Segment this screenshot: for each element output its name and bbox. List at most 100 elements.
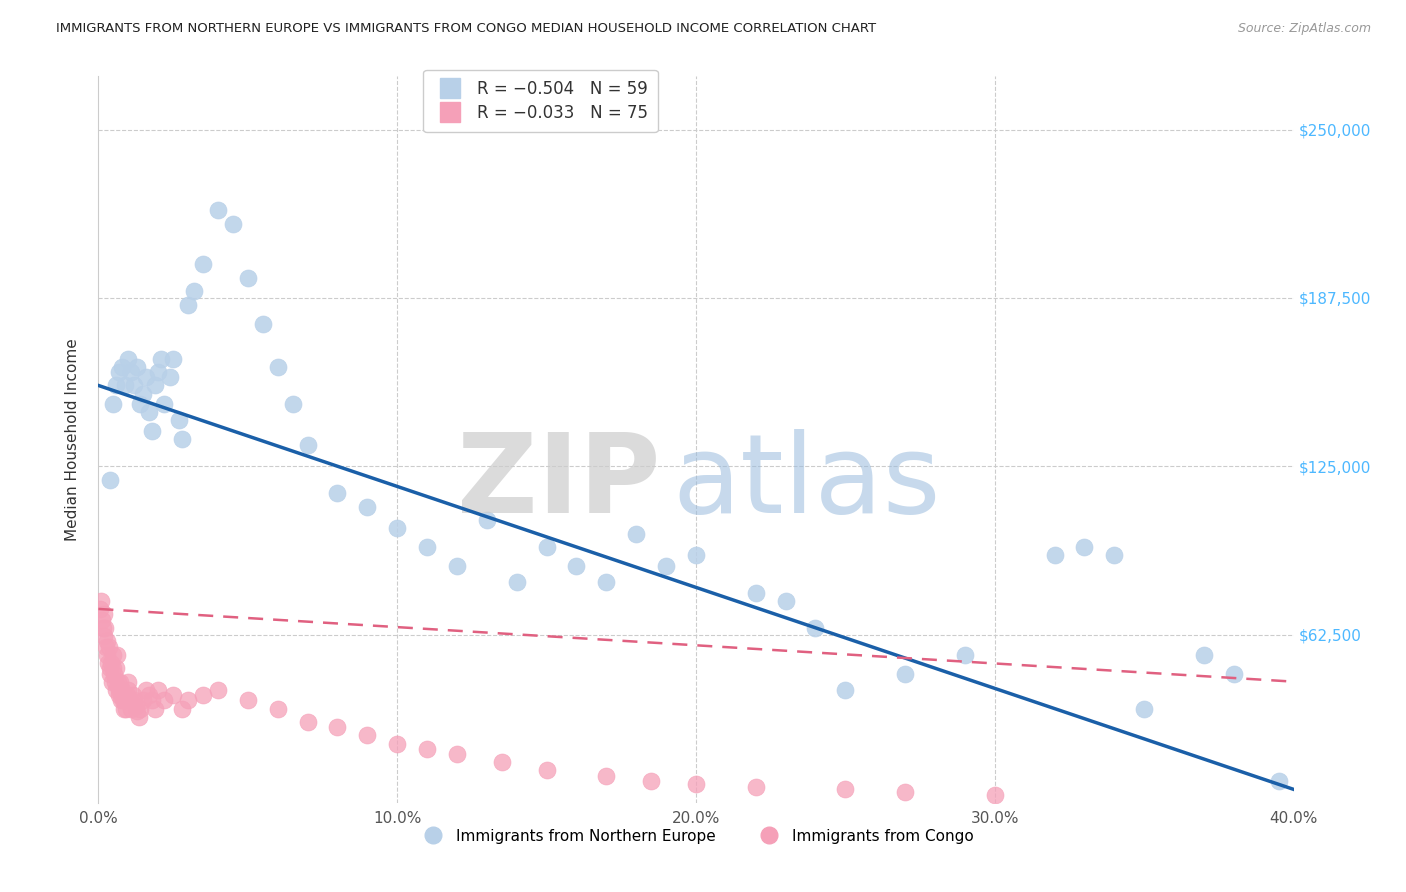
Point — [475, 513, 498, 527]
Point — [685, 548, 707, 562]
Point — [267, 359, 290, 374]
Point — [834, 682, 856, 697]
Point — [834, 782, 856, 797]
Point — [416, 540, 439, 554]
Point — [153, 693, 176, 707]
Point — [107, 674, 129, 689]
Point — [101, 674, 124, 689]
Point — [111, 359, 134, 374]
Point — [117, 674, 139, 689]
Text: IMMIGRANTS FROM NORTHERN EUROPE VS IMMIGRANTS FROM CONGO MEDIAN HOUSEHOLD INCOME: IMMIGRANTS FROM NORTHERN EUROPE VS IMMIG… — [56, 22, 876, 36]
Point — [132, 386, 155, 401]
Point — [117, 351, 139, 366]
Point — [135, 370, 157, 384]
Point — [162, 688, 184, 702]
Point — [141, 693, 163, 707]
Text: atlas: atlas — [672, 429, 941, 536]
Text: Source: ZipAtlas.com: Source: ZipAtlas.com — [1237, 22, 1371, 36]
Point — [326, 486, 349, 500]
Point — [108, 365, 131, 379]
Point — [953, 648, 976, 662]
Point — [1133, 701, 1156, 715]
Point — [446, 558, 468, 573]
Point — [96, 648, 118, 662]
Point — [536, 764, 558, 778]
Point — [105, 378, 128, 392]
Point — [91, 613, 114, 627]
Point — [93, 629, 115, 643]
Point — [385, 521, 409, 535]
Point — [97, 656, 120, 670]
Point — [506, 574, 529, 589]
Point — [159, 370, 181, 384]
Point — [111, 682, 134, 697]
Point — [103, 648, 125, 662]
Point — [148, 365, 170, 379]
Point — [281, 397, 304, 411]
Point — [297, 438, 319, 452]
Point — [297, 714, 319, 729]
Point — [655, 558, 678, 573]
Point — [124, 378, 146, 392]
Point — [120, 701, 142, 715]
Point — [207, 682, 229, 697]
Point — [745, 586, 768, 600]
Point — [236, 270, 259, 285]
Point — [114, 693, 136, 707]
Point — [138, 405, 160, 419]
Point — [565, 558, 588, 573]
Point — [129, 701, 152, 715]
Point — [108, 688, 131, 702]
Point — [107, 682, 129, 697]
Point — [104, 682, 127, 697]
Point — [111, 688, 134, 702]
Point — [91, 621, 114, 635]
Point — [775, 594, 797, 608]
Point — [894, 666, 917, 681]
Point — [97, 640, 120, 654]
Point — [105, 661, 128, 675]
Point — [118, 693, 141, 707]
Point — [103, 666, 125, 681]
Point — [104, 674, 127, 689]
Point — [356, 729, 378, 743]
Point — [103, 397, 125, 411]
Point — [1192, 648, 1215, 662]
Point — [110, 693, 132, 707]
Point — [120, 365, 142, 379]
Point — [236, 693, 259, 707]
Point — [124, 693, 146, 707]
Point — [1073, 540, 1095, 554]
Point — [177, 298, 200, 312]
Point — [207, 203, 229, 218]
Point — [356, 500, 378, 514]
Point — [191, 257, 214, 271]
Point — [132, 693, 155, 707]
Point — [90, 594, 112, 608]
Point — [1223, 666, 1246, 681]
Point — [326, 720, 349, 734]
Point — [626, 526, 648, 541]
Point — [446, 747, 468, 762]
Point — [177, 693, 200, 707]
Point — [536, 540, 558, 554]
Point — [98, 666, 122, 681]
Point — [252, 317, 274, 331]
Point — [595, 769, 617, 783]
Point — [222, 217, 245, 231]
Point — [128, 709, 150, 723]
Point — [111, 693, 134, 707]
Point — [172, 432, 194, 446]
Point — [491, 756, 513, 770]
Point — [94, 640, 117, 654]
Point — [115, 701, 138, 715]
Point — [894, 785, 917, 799]
Point — [117, 682, 139, 697]
Point — [172, 701, 194, 715]
Point — [98, 661, 121, 675]
Point — [745, 780, 768, 794]
Point — [94, 621, 117, 635]
Point — [167, 413, 190, 427]
Point — [153, 397, 176, 411]
Point — [141, 424, 163, 438]
